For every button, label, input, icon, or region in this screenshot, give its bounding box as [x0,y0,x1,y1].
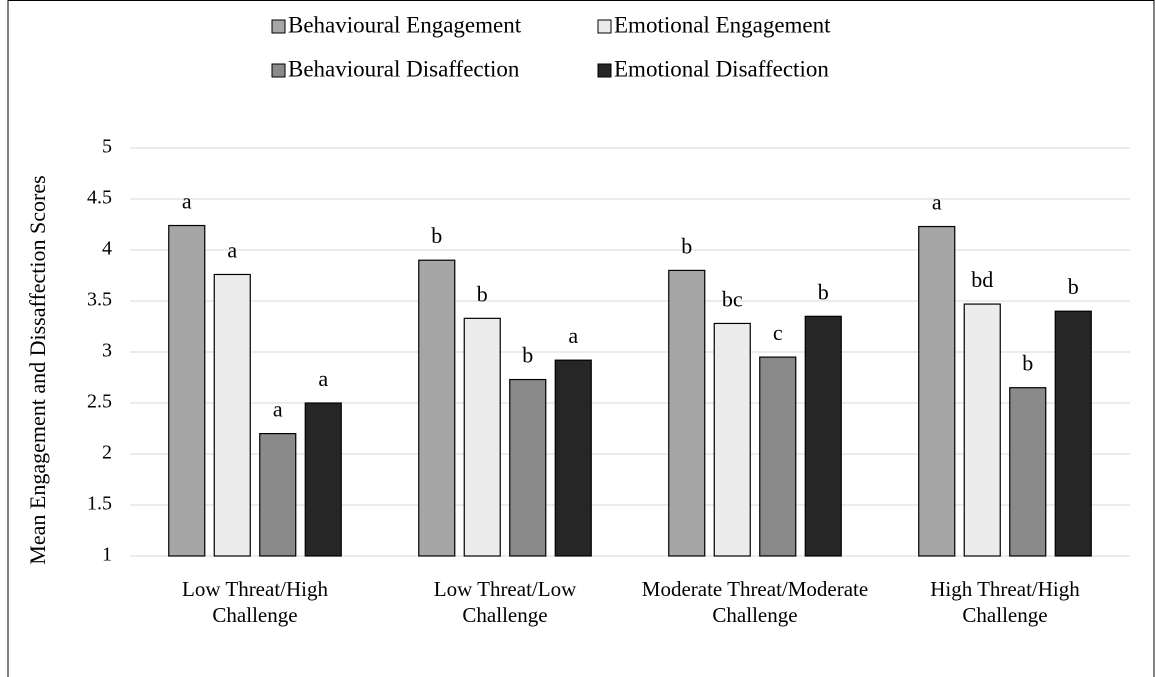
y-tick-label: 2 [102,442,112,464]
bar-annotation: a [568,323,578,348]
bar [668,269,706,557]
bar [509,378,547,557]
bar-annotation: b [1022,351,1033,376]
bar [713,322,751,557]
y-tick-label: 2.5 [87,391,112,413]
bar-annotation: b [681,233,692,258]
bar [1054,310,1092,557]
bar [259,433,297,557]
y-axis-label: Mean Engagement and Dissaffection Scores [25,175,50,564]
bar-annotation: a [182,189,192,214]
bar-annotation: bd [971,267,993,292]
x-tick-label: High Threat/High Challenge [930,577,1080,627]
y-tick-label: 1.5 [87,493,112,515]
y-tick-label: 3 [102,340,112,362]
bar [918,225,956,557]
y-tick-label: 1 [102,544,112,566]
frame [7,0,1155,677]
x-tick-label: Low Threat/Low Challenge [433,577,577,627]
bar-annotation: b [1068,274,1079,299]
legend-label: Behavioural Engagement [288,12,522,37]
legend-swatch [271,19,286,34]
bar-annotation: b [522,343,533,368]
bar-annotation: b [431,223,442,248]
bar [304,402,342,557]
bar-annotation: b [818,279,829,304]
bar [463,317,501,557]
legend-label: Behavioural Disaffection [288,56,520,81]
x-tick-label: Moderate Threat/Moderate Challenge [641,577,869,627]
bar-annotation: b [477,281,488,306]
bar-annotation: a [227,238,237,263]
y-tick-label: 4 [102,238,112,260]
bar [554,359,592,557]
legend-swatch [271,63,286,78]
bar-annotation: a [932,190,942,215]
bar [1009,387,1047,557]
legend-swatch [597,19,612,34]
y-tick-label: 4.5 [87,187,112,209]
bar [213,273,251,557]
x-tick-label: Low Threat/High Challenge [182,577,328,627]
bar [168,224,206,557]
bar-annotation: c [773,320,783,345]
legend-label: Emotional Engagement [614,12,831,37]
legend-swatch [597,63,612,78]
bar-annotation: a [318,366,328,391]
bar [418,259,456,557]
legend-label: Emotional Disaffection [614,56,829,81]
y-tick-label: 3.5 [87,289,112,311]
bar-annotation: bc [722,286,743,311]
bar [759,356,797,557]
y-tick-label: 5 [102,136,112,158]
bar [804,315,842,557]
bar-annotation: a [273,397,283,422]
bar [963,303,1001,557]
